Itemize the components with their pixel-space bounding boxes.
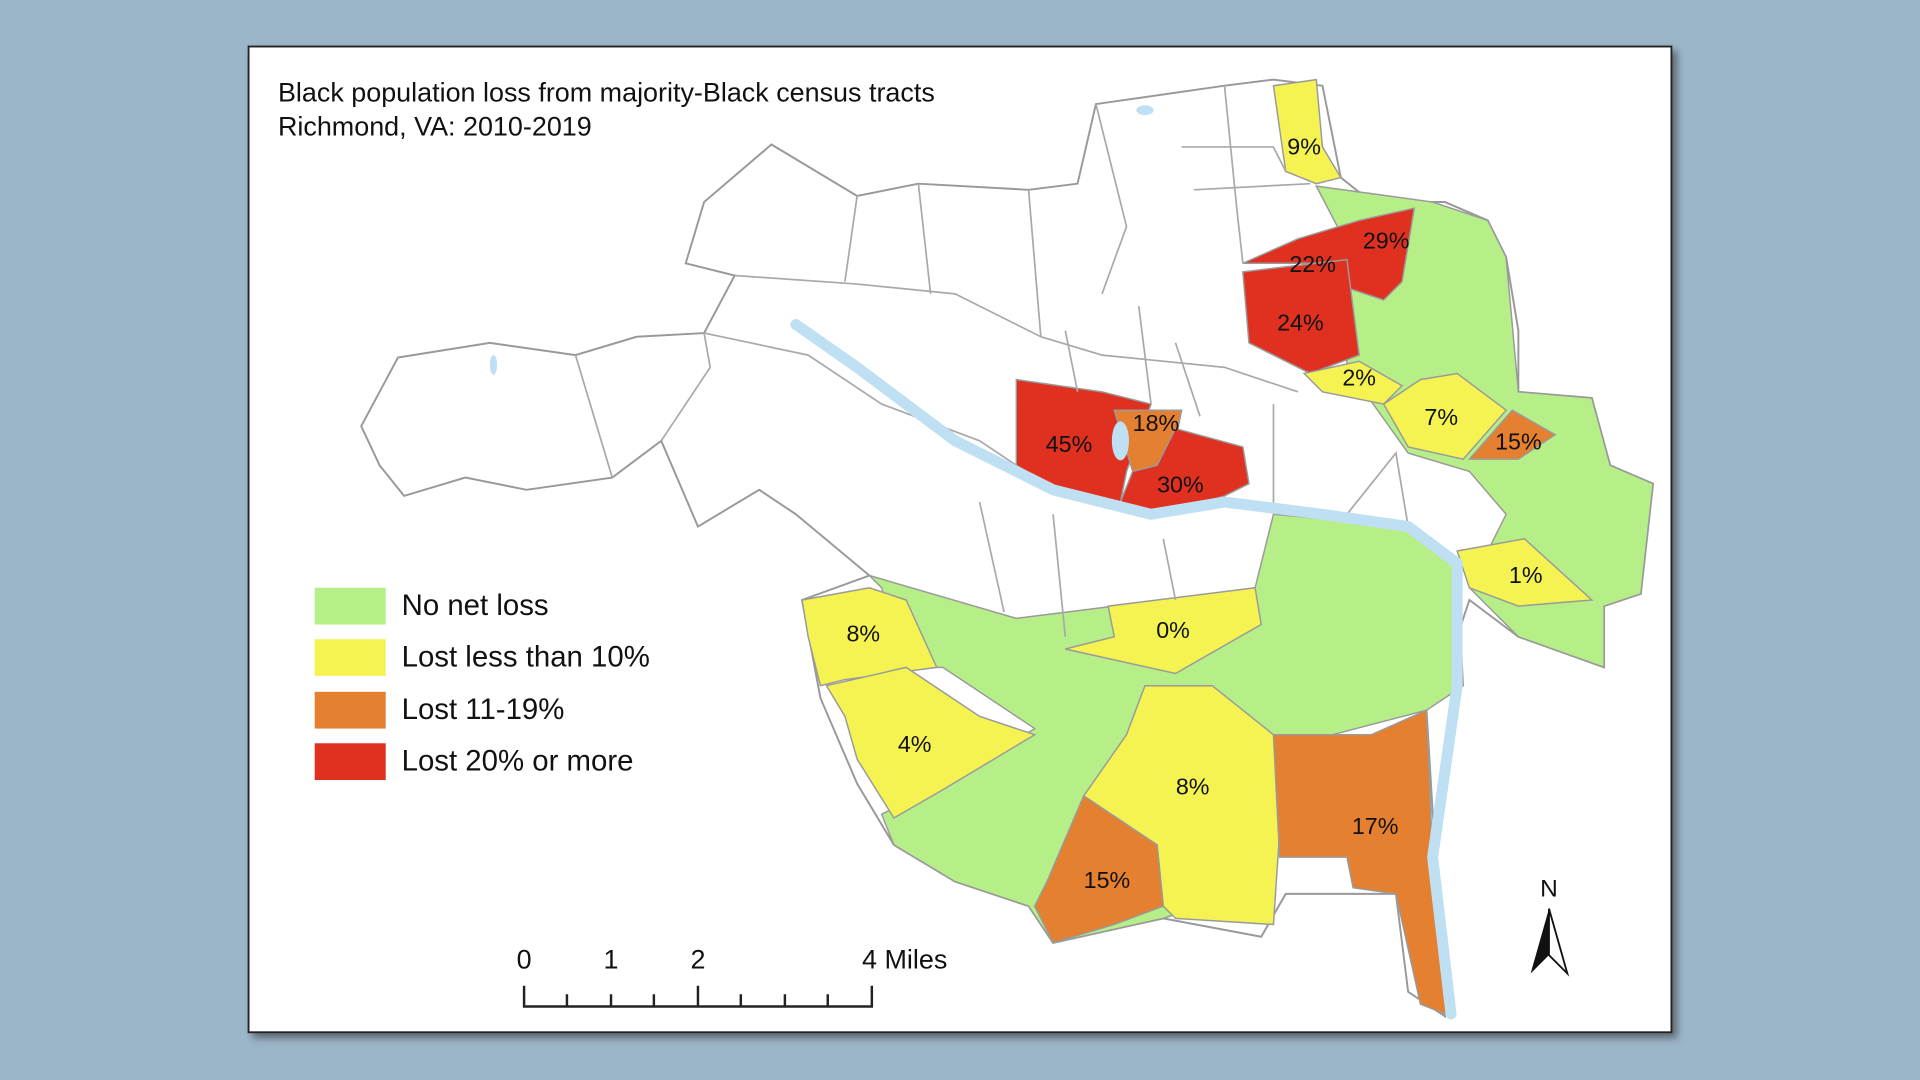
river: [790, 318, 1463, 1020]
scale-label: 0: [517, 944, 532, 974]
tract-label: 45%: [1046, 431, 1093, 457]
tract-label: 8%: [846, 621, 880, 647]
tract-label: 7%: [1424, 404, 1458, 430]
tract: [1302, 360, 1404, 405]
tract-label: 4%: [898, 731, 932, 757]
legend-swatch: [314, 743, 386, 780]
tract-boundaries: [574, 85, 1410, 637]
tract: [825, 666, 1037, 819]
lake: [1136, 105, 1154, 116]
scale-bar: [522, 985, 874, 1008]
legend-label: Lost 20% or more: [402, 745, 634, 778]
tract: [1082, 684, 1281, 926]
lake: [1111, 421, 1129, 461]
tracts: [801, 78, 1654, 1018]
tract: [1467, 409, 1557, 460]
map-subtitle: Richmond, VA: 2010-2019: [278, 112, 592, 142]
north-arrow: [1548, 908, 1570, 977]
north-label: N: [1540, 876, 1558, 903]
tract-label: 22%: [1289, 251, 1336, 277]
tract: [1456, 537, 1594, 607]
tract-label: 29%: [1363, 228, 1410, 254]
scale-label: 4 Miles: [862, 944, 947, 974]
tract-label: 30%: [1157, 471, 1204, 497]
map-title: Black population loss from majority-Blac…: [278, 77, 935, 107]
tract-label: 18%: [1133, 410, 1180, 436]
tract: [1272, 709, 1452, 1018]
tract: [1065, 586, 1263, 675]
lake: [489, 355, 498, 375]
legend-swatch: [314, 587, 386, 625]
tract: [1382, 372, 1508, 460]
tract-label: 15%: [1495, 428, 1542, 454]
legend-label: Lost 11-19%: [402, 693, 565, 726]
tract-label: 24%: [1277, 310, 1324, 336]
scale-label: 2: [690, 944, 705, 974]
tract-label: 1%: [1509, 562, 1543, 588]
tract: [1242, 258, 1360, 375]
legend-swatch: [314, 691, 386, 729]
legend: No net loss Lost less than 10% Lost 11-1…: [314, 587, 650, 780]
tract: [1033, 794, 1165, 944]
legend-label: Lost less than 10%: [402, 641, 650, 674]
north-arrow: [1530, 908, 1549, 974]
tract-label: 15%: [1084, 867, 1131, 893]
scale-label: 1: [604, 944, 619, 974]
tract-label: 8%: [1176, 774, 1210, 800]
tract-label: 2%: [1342, 365, 1376, 391]
tract-label: 9%: [1287, 133, 1321, 159]
legend-label: No net loss: [402, 589, 549, 622]
tract-label: 17%: [1352, 813, 1399, 839]
tract-label: 0%: [1156, 617, 1190, 643]
legend-swatch: [314, 639, 386, 676]
